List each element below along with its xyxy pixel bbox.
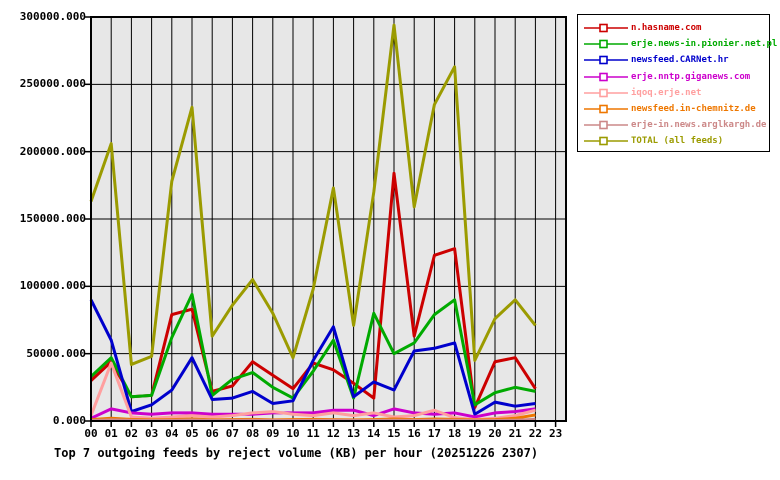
x-axis-label: 14 bbox=[367, 427, 381, 440]
x-axis-label: 12 bbox=[326, 427, 341, 440]
series-line-erje-news-in-pionier-net-pl bbox=[89, 292, 536, 407]
x-axis-label: 07 bbox=[225, 427, 240, 440]
legend-label: newsfeed.in-chemnitz.de bbox=[631, 104, 756, 115]
x-axis-label: 15 bbox=[387, 427, 401, 440]
legend-item: newsfeed.in-chemnitz.de bbox=[578, 101, 769, 117]
chart-title: Top 7 outgoing feeds by reject volume (K… bbox=[54, 446, 539, 460]
legend-item: erje.nntp.giganews.com bbox=[578, 69, 769, 85]
legend-item: TOTAL (all feeds) bbox=[578, 133, 769, 149]
x-axis-label: 18 bbox=[447, 427, 462, 440]
x-axis-label: 04 bbox=[165, 427, 179, 440]
x-axis-label: 03 bbox=[144, 427, 159, 440]
legend-item: iqoq.erje.net bbox=[578, 85, 769, 101]
legend-line-marker-icon bbox=[584, 23, 628, 33]
legend-label: erje-in.news.arglkargh.de bbox=[631, 120, 767, 131]
legend-box: n.hasname.com erje.news-in.pionier.net.pl… bbox=[577, 14, 777, 152]
series-line-total-all-feeds- bbox=[89, 23, 537, 366]
y-axis-label: 100000.000 bbox=[19, 279, 86, 293]
x-axis-label: 17 bbox=[427, 427, 442, 440]
legend-line-marker-icon bbox=[584, 39, 628, 49]
y-axis-label: 300000.000 bbox=[19, 10, 86, 23]
y-axis-label: 200000.000 bbox=[19, 144, 86, 158]
legend-label: n.hasname.com bbox=[631, 23, 702, 34]
x-axis-label: 22 bbox=[528, 427, 543, 440]
x-axis-label: 11 bbox=[306, 427, 320, 440]
series-line-erje-nntp-giganews-com bbox=[90, 407, 536, 420]
legend-item: erje-in.news.arglkargh.de bbox=[578, 117, 769, 133]
y-axis-label: 50000.000 bbox=[26, 346, 86, 360]
y-axis-label: 250000.000 bbox=[19, 77, 86, 91]
legend-line-marker-icon bbox=[584, 72, 628, 81]
x-axis-label: 06 bbox=[205, 427, 219, 440]
legend-line-marker-icon bbox=[584, 56, 628, 65]
x-axis-label: 13 bbox=[346, 427, 361, 440]
x-axis-label: 02 bbox=[124, 427, 139, 440]
legend-item: n.hasname.com bbox=[578, 20, 769, 36]
legend-label: iqoq.erje.net bbox=[631, 87, 702, 98]
legend-line-marker-icon bbox=[584, 120, 628, 130]
x-axis-label: 19 bbox=[468, 427, 482, 440]
legend-label: TOTAL (all feeds) bbox=[631, 136, 724, 147]
legend-line-marker-icon bbox=[584, 88, 628, 98]
legend-label: erje.news-in.pionier.net.pl bbox=[631, 39, 778, 50]
x-axis-label: 08 bbox=[245, 427, 260, 440]
x-axis-label: 10 bbox=[286, 427, 300, 440]
x-axis-label: 00 bbox=[84, 427, 98, 440]
legend-label: newsfeed.CARNet.hr bbox=[631, 55, 729, 66]
x-axis-label: 20 bbox=[488, 427, 502, 440]
x-axis-label: 01 bbox=[104, 427, 118, 440]
x-axis-label: 16 bbox=[407, 427, 421, 440]
legend-line-marker-icon bbox=[584, 104, 628, 114]
x-axis-label: 09 bbox=[266, 427, 280, 440]
series-line-newsfeed-carnet-hr bbox=[89, 299, 536, 416]
x-axis-label: 05 bbox=[185, 427, 199, 440]
x-axis-label: 23 bbox=[548, 427, 563, 440]
y-axis-label: 0.000 bbox=[52, 414, 86, 427]
plot-border bbox=[90, 16, 567, 422]
legend-item: erje.news-in.pionier.net.pl bbox=[578, 36, 777, 52]
x-axis-label: 21 bbox=[508, 427, 522, 440]
y-axis-label: 150000.000 bbox=[19, 212, 86, 225]
legend-line-marker-icon bbox=[584, 137, 628, 146]
legend-item: newsfeed.CARNet.hr bbox=[578, 52, 769, 68]
legend-label: erje.nntp.giganews.com bbox=[631, 71, 751, 82]
